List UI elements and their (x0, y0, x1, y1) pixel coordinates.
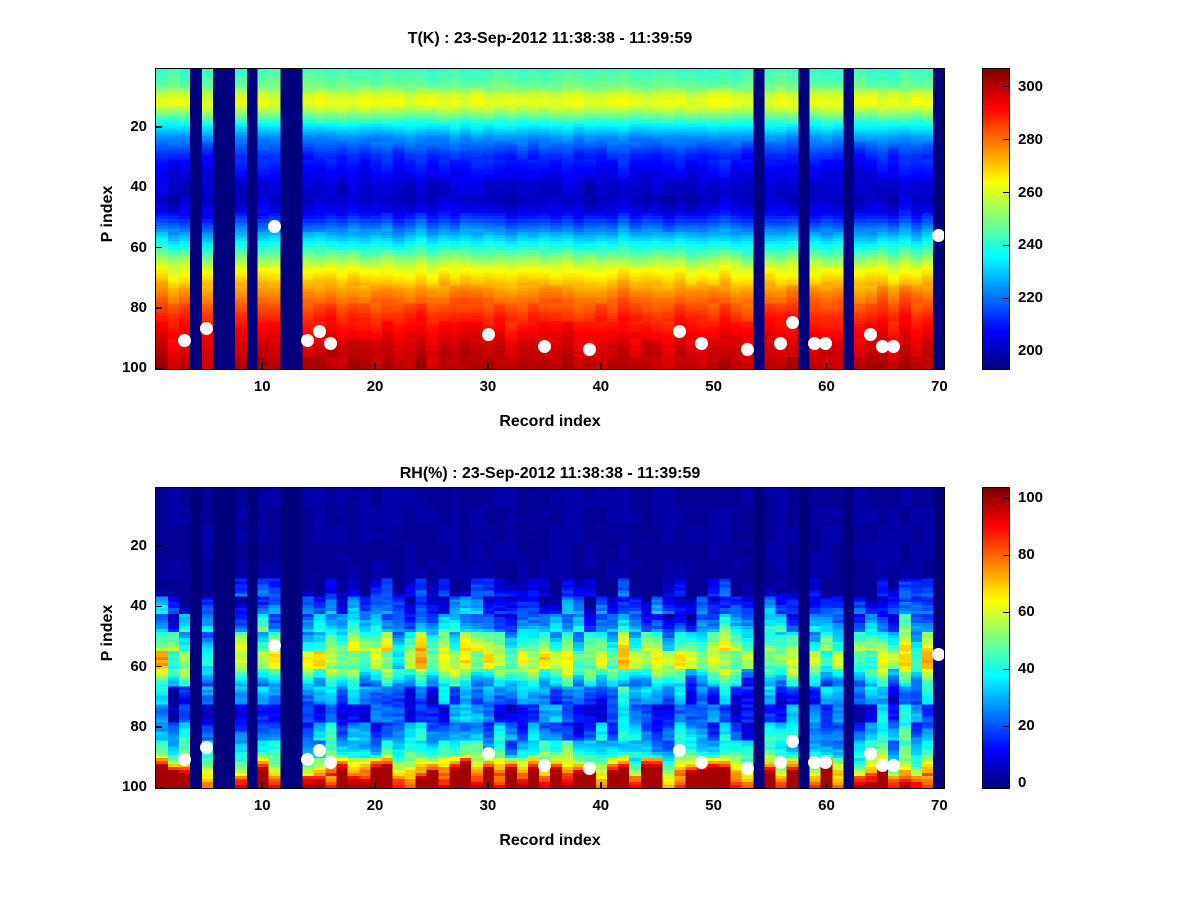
y-axis-label-temperature: P index (99, 185, 116, 243)
heatmap-axes-humidity[interactable] (155, 487, 945, 789)
x-tick-label: 70 (931, 797, 948, 814)
colorbar-tick-mark (1003, 554, 1010, 557)
y-tick-mark (155, 665, 162, 668)
x-tick-mark (374, 782, 376, 789)
x-tick-label: 30 (479, 797, 497, 814)
colorbar-tick-label: 60 (1018, 603, 1035, 621)
x-tick-mark (600, 782, 602, 789)
y-tick-label: 100 (121, 359, 147, 377)
colorbar-tick-mark (1003, 138, 1010, 141)
plot-title-humidity: RH(%) : 23-Sep-2012 11:38:38 - 11:39:59 (399, 465, 701, 482)
x-tick-mark (938, 782, 941, 789)
y-tick-mark (155, 367, 162, 370)
colorbar-gradient-humidity (983, 488, 1009, 788)
x-tick-mark (261, 782, 263, 789)
y-tick-mark (155, 186, 162, 189)
colorbar-tick-mark (1003, 350, 1010, 353)
colorbar-tick-label: 240 (1018, 236, 1044, 254)
y-tick-label: 20 (130, 536, 147, 554)
panel-humidity: RH(%) : 23-Sep-2012 11:38:38 - 11:39:59 … (0, 435, 1200, 900)
x-tick-mark (261, 363, 263, 370)
y-tick-label: 80 (130, 718, 147, 736)
heatmap-axes-temperature[interactable] (155, 68, 945, 370)
colorbar-tick-label: 220 (1018, 289, 1044, 307)
y-tick-mark (155, 605, 162, 608)
x-tick-label: 10 (253, 378, 271, 395)
y-tick-label: 60 (130, 657, 147, 675)
y-tick-label: 40 (130, 178, 147, 196)
colorbar-tick-mark (1003, 782, 1010, 785)
colorbar-gradient-temperature (983, 69, 1009, 369)
colorbar-tick-label: 40 (1018, 660, 1035, 678)
colorbar-humidity[interactable] (982, 487, 1010, 789)
y-tick-mark (155, 726, 162, 728)
x-tick-label: 20 (366, 797, 384, 814)
x-tick-label: 60 (818, 797, 835, 814)
x-tick-label: 60 (818, 378, 835, 395)
x-axis-label-temperature: Record index (499, 413, 601, 430)
colorbar-tick-label: 0 (1018, 774, 1027, 792)
y-tick-label: 40 (130, 597, 147, 615)
x-tick-mark (600, 363, 602, 370)
x-tick-mark (487, 363, 489, 370)
heatmap-image-temperature (156, 69, 944, 369)
x-tick-mark (825, 363, 828, 370)
y-tick-label: 80 (130, 299, 147, 317)
colorbar-tick-mark (1003, 725, 1010, 728)
y-tick-mark (155, 545, 162, 547)
y-tick-label: 100 (121, 778, 147, 796)
x-tick-mark (712, 363, 715, 370)
x-tick-mark (712, 782, 715, 789)
colorbar-tick-label: 80 (1018, 546, 1035, 564)
colorbar-tick-mark (1003, 668, 1010, 671)
colorbar-tick-label: 300 (1018, 77, 1044, 95)
x-tick-label: 30 (479, 378, 497, 395)
colorbar-tick-mark (1003, 85, 1010, 88)
colorbar-tick-mark (1003, 497, 1010, 500)
colorbar-tick-mark (1003, 611, 1010, 614)
x-tick-label: 50 (705, 378, 722, 395)
x-tick-label: 40 (592, 797, 610, 814)
colorbar-tick-label: 280 (1018, 130, 1044, 148)
y-tick-mark (155, 246, 162, 249)
x-tick-label: 20 (366, 378, 384, 395)
y-tick-label: 60 (130, 238, 147, 256)
colorbar-tick-mark (1003, 297, 1010, 300)
x-tick-mark (938, 363, 941, 370)
colorbar-tick-label: 260 (1018, 183, 1044, 201)
y-tick-mark (155, 307, 162, 309)
x-tick-label: 40 (592, 378, 610, 395)
colorbar-temperature[interactable] (982, 68, 1010, 370)
x-tick-mark (374, 363, 376, 370)
y-tick-mark (155, 126, 162, 128)
panel-temperature: T(K) : 23-Sep-2012 11:38:38 - 11:39:59 2… (99, 30, 1044, 430)
colorbar-tick-label: 20 (1018, 717, 1035, 735)
x-tick-label: 70 (931, 378, 948, 395)
x-axis-label-humidity: Record index (499, 832, 601, 849)
x-tick-mark (825, 782, 828, 789)
y-tick-label: 20 (130, 117, 147, 135)
colorbar-tick-mark (1003, 244, 1010, 247)
x-tick-mark (487, 782, 489, 789)
x-tick-label: 50 (705, 797, 722, 814)
colorbar-tick-label: 100 (1018, 489, 1044, 507)
x-tick-label: 10 (253, 797, 271, 814)
heatmap-image-humidity (156, 488, 944, 788)
colorbar-tick-label: 200 (1018, 342, 1044, 360)
y-tick-mark (155, 786, 162, 789)
plot-title-temperature: T(K) : 23-Sep-2012 11:38:38 - 11:39:59 (407, 30, 693, 47)
colorbar-tick-mark (1003, 191, 1010, 194)
y-axis-label-humidity: P index (99, 604, 116, 662)
